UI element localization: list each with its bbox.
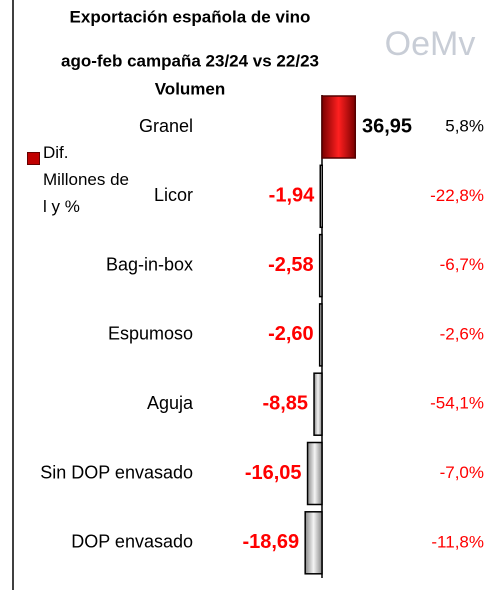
category-label: DOP envasado bbox=[71, 532, 193, 552]
category-label: Granel bbox=[139, 116, 193, 136]
category-label: Sin DOP envasado bbox=[40, 462, 193, 482]
value-label: -16,05 bbox=[245, 462, 302, 484]
chart-title: Exportación española de vino bbox=[70, 7, 311, 26]
percent-label: -22,8% bbox=[430, 186, 484, 205]
percent-label: 5,8% bbox=[445, 116, 484, 135]
value-label: 36,95 bbox=[362, 115, 412, 137]
value-label: -1,94 bbox=[269, 185, 315, 207]
percent-label: -11,8% bbox=[431, 532, 484, 551]
percent-label: -2,6% bbox=[440, 324, 484, 343]
bar bbox=[318, 233, 323, 298]
legend-swatch bbox=[27, 152, 40, 165]
value-label: -2,58 bbox=[268, 254, 314, 276]
chart-measure: Volumen bbox=[155, 79, 226, 98]
chart-subtitle: ago-feb campaña 23/24 vs 22/23 bbox=[61, 51, 319, 70]
bar bbox=[318, 303, 323, 367]
value-label: -18,69 bbox=[242, 531, 299, 553]
bar bbox=[313, 372, 323, 436]
value-label: -8,85 bbox=[262, 392, 308, 414]
category-label: Licor bbox=[154, 185, 193, 205]
bar bbox=[319, 164, 324, 229]
bar bbox=[306, 441, 323, 506]
category-label: Espumoso bbox=[108, 324, 193, 344]
percent-label: -7,0% bbox=[440, 463, 484, 482]
bar bbox=[304, 511, 323, 575]
value-label: -2,60 bbox=[268, 323, 314, 345]
percent-label: -6,7% bbox=[440, 255, 484, 274]
category-label: Aguja bbox=[147, 393, 194, 413]
bar bbox=[321, 95, 357, 159]
legend-label: Dif. Millones de l y % bbox=[43, 143, 129, 216]
category-label: Bag-in-box bbox=[106, 254, 193, 274]
legend: Dif. Millones de l y % bbox=[27, 143, 137, 220]
percent-label: -54,1% bbox=[430, 394, 484, 413]
logo: OeMv bbox=[385, 25, 476, 63]
